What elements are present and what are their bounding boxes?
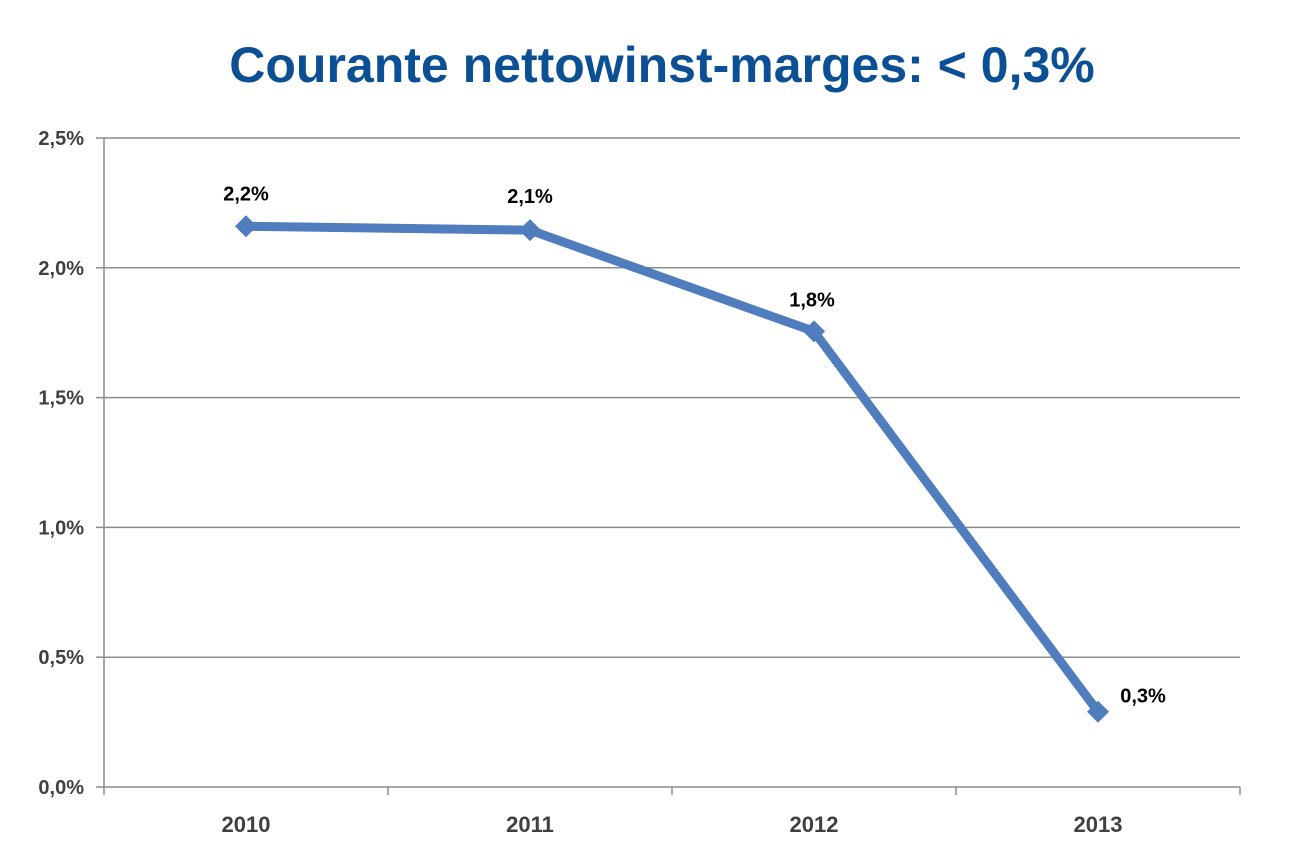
data-label: 2,2% bbox=[223, 183, 269, 205]
x-tick-label: 2013 bbox=[1074, 812, 1123, 837]
data-label: 2,1% bbox=[507, 186, 553, 208]
y-tick-label: 2,0% bbox=[38, 258, 84, 280]
y-tick-label: 1,0% bbox=[38, 517, 84, 539]
data-point-marker bbox=[235, 215, 257, 238]
data-point-marker bbox=[519, 219, 541, 242]
y-tick-label: 1,5% bbox=[38, 388, 84, 410]
x-tick-label: 2012 bbox=[790, 812, 839, 837]
data-label: 1,8% bbox=[789, 289, 835, 311]
y-tick-label: 0,5% bbox=[38, 647, 84, 669]
axes bbox=[96, 137, 1241, 795]
y-tick-label: 0,0% bbox=[38, 777, 84, 799]
data-label: 0,3% bbox=[1120, 686, 1166, 708]
x-tick-label: 2011 bbox=[506, 812, 554, 837]
x-axis-tick-labels: 2010 2011 2012 2013 bbox=[222, 812, 1123, 837]
data-point-marker bbox=[803, 320, 825, 343]
series-markers bbox=[235, 215, 1109, 723]
data-point-marker bbox=[1087, 700, 1109, 723]
series-line bbox=[241, 221, 1103, 717]
data-labels: 2,2% 2,1% 1,8% 0,3% bbox=[223, 183, 1166, 707]
gridlines bbox=[104, 137, 1240, 658]
chart-title: Courante nettowinst-marges: < 0,3% bbox=[229, 37, 1094, 93]
x-tick-label: 2010 bbox=[222, 812, 271, 837]
series-line-layer bbox=[241, 221, 1103, 717]
y-tick-label: 2,5% bbox=[38, 128, 84, 150]
y-axis-tick-labels: 0,0% 0,5% 1,0% 1,5% 2,0% 2,5% bbox=[38, 128, 84, 799]
